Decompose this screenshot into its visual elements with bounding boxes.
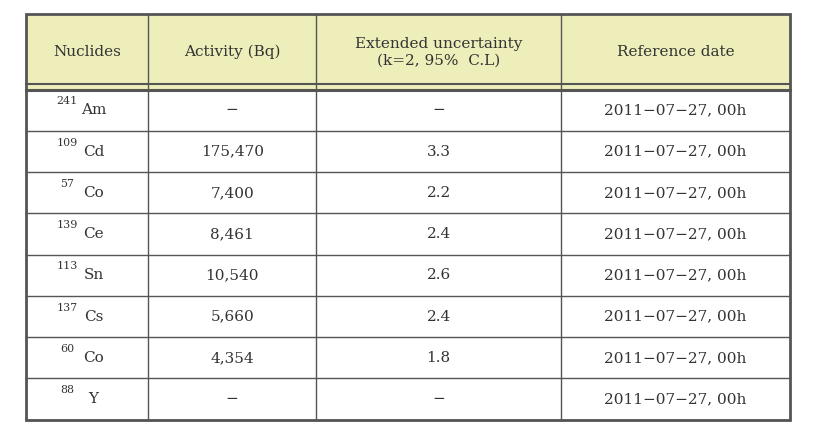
Text: Co: Co <box>83 351 104 365</box>
Text: 5,660: 5,660 <box>211 309 254 324</box>
Text: Cd: Cd <box>82 145 104 159</box>
Text: Sn: Sn <box>83 268 104 283</box>
Text: 8,461: 8,461 <box>211 227 254 241</box>
Text: 2011−07−27, 00h: 2011−07−27, 00h <box>605 309 747 324</box>
Text: Reference date: Reference date <box>617 45 734 59</box>
Text: 241: 241 <box>57 96 78 106</box>
Text: 57: 57 <box>60 179 74 189</box>
Text: Am: Am <box>81 103 106 118</box>
Text: −: − <box>226 392 238 406</box>
Text: 139: 139 <box>57 220 78 230</box>
Text: 113: 113 <box>57 261 78 271</box>
Text: 2.2: 2.2 <box>427 186 450 200</box>
Text: Nuclides: Nuclides <box>53 45 121 59</box>
Text: 2.4: 2.4 <box>427 309 450 324</box>
Text: 2011−07−27, 00h: 2011−07−27, 00h <box>605 351 747 365</box>
Text: 2011−07−27, 00h: 2011−07−27, 00h <box>605 103 747 118</box>
Text: −: − <box>226 103 238 118</box>
Text: 7,400: 7,400 <box>211 186 254 200</box>
Text: 4,354: 4,354 <box>211 351 254 365</box>
Text: Cs: Cs <box>84 309 103 324</box>
Text: 3.3: 3.3 <box>427 145 450 159</box>
Text: 2.6: 2.6 <box>427 268 450 283</box>
Text: Extended uncertainty
(k=2, 95%  C.L): Extended uncertainty (k=2, 95% C.L) <box>355 37 522 67</box>
Text: 1.8: 1.8 <box>427 351 450 365</box>
Text: −: − <box>432 103 445 118</box>
Text: 2011−07−27, 00h: 2011−07−27, 00h <box>605 268 747 283</box>
Text: 2011−07−27, 00h: 2011−07−27, 00h <box>605 186 747 200</box>
Text: 88: 88 <box>60 385 74 395</box>
Text: Y: Y <box>88 392 99 406</box>
Text: −: − <box>432 392 445 406</box>
Text: Ce: Ce <box>83 227 104 241</box>
Text: 137: 137 <box>57 302 78 312</box>
Text: 2011−07−27, 00h: 2011−07−27, 00h <box>605 392 747 406</box>
Text: Co: Co <box>83 186 104 200</box>
Text: Activity (Bq): Activity (Bq) <box>184 45 281 59</box>
Bar <box>26 14 790 90</box>
Text: 2.4: 2.4 <box>427 227 450 241</box>
Text: 2011−07−27, 00h: 2011−07−27, 00h <box>605 145 747 159</box>
Text: 2011−07−27, 00h: 2011−07−27, 00h <box>605 227 747 241</box>
Text: 60: 60 <box>60 344 74 354</box>
Text: 10,540: 10,540 <box>206 268 259 283</box>
Text: 109: 109 <box>57 138 78 148</box>
Text: 175,470: 175,470 <box>201 145 264 159</box>
